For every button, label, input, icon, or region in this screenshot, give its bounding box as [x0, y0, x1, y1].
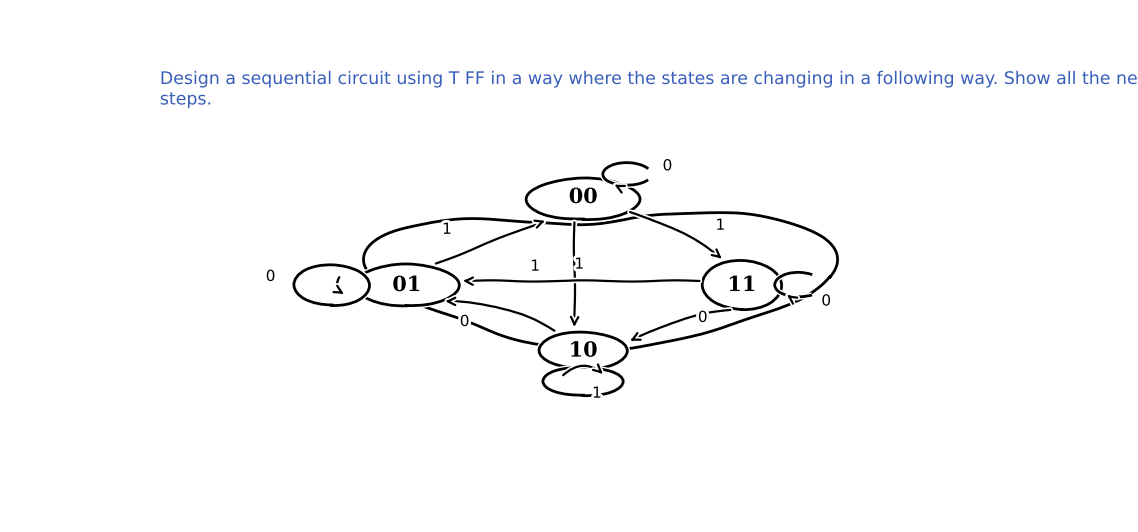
Text: 01: 01	[393, 275, 421, 295]
Ellipse shape	[295, 264, 370, 305]
Ellipse shape	[702, 261, 782, 310]
Ellipse shape	[354, 264, 460, 305]
Text: 0: 0	[662, 159, 673, 173]
Text: 11: 11	[727, 275, 757, 295]
Text: 1: 1	[575, 256, 584, 272]
Text: 10: 10	[569, 340, 597, 361]
Text: 0: 0	[460, 314, 469, 329]
Text: 00: 00	[569, 187, 597, 207]
Ellipse shape	[539, 332, 627, 369]
Text: 0: 0	[822, 294, 831, 309]
Text: 1: 1	[592, 386, 602, 401]
Ellipse shape	[544, 367, 622, 396]
Text: 1: 1	[530, 259, 539, 273]
Text: 1: 1	[442, 222, 452, 237]
Text: Design a sequential circuit using T FF in a way where the states are changing in: Design a sequential circuit using T FF i…	[159, 70, 1138, 88]
Text: 0: 0	[265, 269, 275, 284]
Text: steps.: steps.	[159, 90, 213, 109]
Ellipse shape	[526, 179, 641, 220]
Text: 0: 0	[698, 310, 708, 325]
Text: 1: 1	[716, 218, 725, 232]
